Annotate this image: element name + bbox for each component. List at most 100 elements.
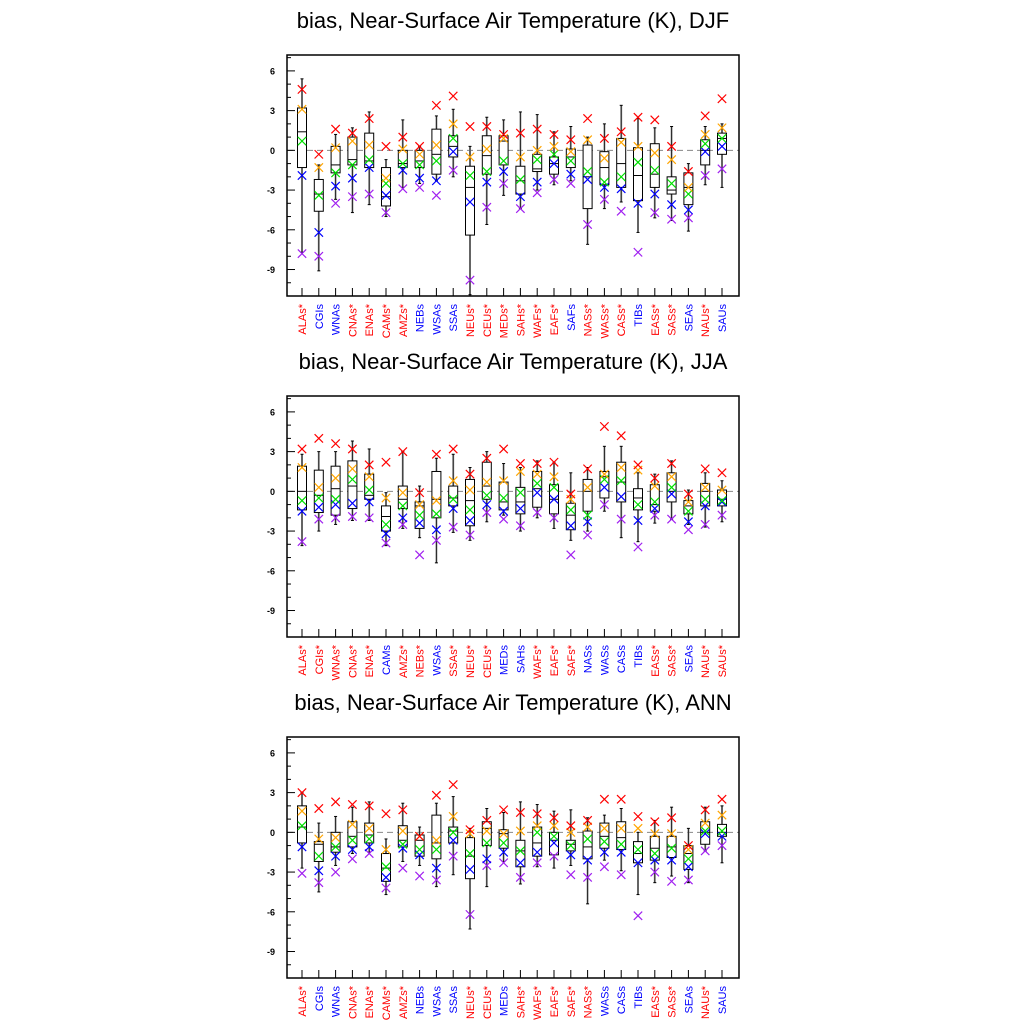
red-x-marker bbox=[666, 813, 677, 823]
red-x-marker bbox=[666, 458, 677, 469]
marker-stroke bbox=[633, 247, 643, 257]
marker-stroke bbox=[616, 514, 626, 524]
marker-stroke bbox=[650, 148, 660, 158]
orange-x-marker bbox=[717, 810, 727, 820]
purple-x-marker bbox=[448, 522, 458, 532]
y-tick-label: 0 bbox=[270, 487, 275, 497]
marker-stroke bbox=[431, 525, 442, 535]
box-EASs bbox=[649, 817, 660, 884]
orange-x-marker bbox=[347, 819, 358, 830]
marker-stroke bbox=[330, 867, 341, 877]
box-NASs bbox=[582, 113, 593, 245]
marker-stroke bbox=[330, 842, 341, 852]
marker-stroke bbox=[566, 505, 576, 515]
orange-x-marker bbox=[616, 462, 626, 473]
blue-x-marker bbox=[398, 165, 408, 175]
marker-stroke bbox=[465, 864, 475, 875]
blue-x-marker bbox=[650, 503, 660, 514]
marker-stroke bbox=[700, 147, 710, 157]
green-x-marker bbox=[666, 843, 677, 853]
marker-stroke bbox=[683, 840, 694, 851]
marker-stroke bbox=[717, 164, 727, 174]
box-MEDs bbox=[498, 805, 509, 868]
purple-x-marker bbox=[465, 909, 475, 920]
x-tick-label: CAMs bbox=[381, 645, 393, 675]
purple-x-marker bbox=[431, 875, 442, 885]
marker-stroke bbox=[330, 439, 341, 449]
red-x-marker bbox=[566, 135, 576, 145]
green-x-marker bbox=[398, 501, 408, 511]
box-SEAs bbox=[683, 827, 694, 885]
box-iqr bbox=[465, 165, 475, 236]
green-x-marker bbox=[330, 842, 341, 852]
marker-stroke bbox=[498, 178, 509, 189]
green-x-marker bbox=[532, 827, 542, 837]
marker-stroke bbox=[364, 834, 374, 844]
red-x-marker bbox=[650, 473, 660, 483]
red-x-marker bbox=[398, 446, 408, 457]
marker-stroke bbox=[381, 862, 391, 872]
green-x-marker bbox=[381, 862, 391, 872]
marker-stroke bbox=[549, 141, 559, 151]
box-EAFs bbox=[549, 129, 559, 186]
red-x-marker bbox=[498, 129, 509, 140]
purple-x-marker bbox=[532, 188, 542, 198]
marker-stroke bbox=[650, 473, 660, 483]
box-CAMs bbox=[381, 141, 391, 218]
orange-x-marker bbox=[347, 136, 358, 146]
marker-stroke bbox=[482, 507, 492, 518]
marker-stroke bbox=[683, 497, 694, 507]
marker-stroke bbox=[717, 468, 727, 478]
x-tick-label: MEDs* bbox=[499, 303, 511, 338]
box-ENAs bbox=[364, 448, 375, 523]
marker-stroke bbox=[599, 794, 610, 804]
box-WNAs bbox=[330, 124, 341, 208]
green-x-marker bbox=[364, 485, 374, 495]
green-x-marker bbox=[515, 846, 526, 856]
box-iqr bbox=[397, 149, 408, 169]
marker-stroke bbox=[347, 854, 358, 864]
orange-x-marker bbox=[666, 154, 677, 165]
red-x-marker bbox=[700, 805, 710, 815]
x-tick-label: SASs* bbox=[667, 985, 679, 1018]
box-SAHs bbox=[515, 458, 526, 532]
marker-stroke bbox=[482, 860, 492, 871]
purple-x-marker bbox=[582, 219, 593, 230]
orange-x-marker bbox=[431, 495, 442, 506]
blue-x-marker bbox=[650, 855, 660, 865]
x-tick-label: NEUs* bbox=[465, 985, 477, 1019]
y-tick-label: 6 bbox=[270, 407, 275, 417]
purple-x-marker bbox=[515, 872, 526, 882]
x-tick-label: SEAs bbox=[683, 986, 695, 1014]
green-x-marker bbox=[398, 158, 408, 169]
red-x-marker bbox=[431, 790, 442, 800]
red-x-marker bbox=[599, 794, 610, 804]
marker-stroke bbox=[633, 811, 643, 822]
red-x-marker bbox=[633, 112, 643, 122]
x-tick-label: ALAs* bbox=[297, 303, 309, 334]
box-EAFs bbox=[549, 810, 559, 869]
purple-x-marker bbox=[482, 507, 492, 518]
box-iqr bbox=[431, 128, 442, 175]
marker-stroke bbox=[532, 469, 542, 479]
box-SEAs bbox=[683, 489, 694, 535]
box-CAMs bbox=[381, 809, 391, 896]
blue-x-marker bbox=[633, 858, 643, 868]
box-CEUs bbox=[481, 808, 492, 888]
marker-stroke bbox=[314, 851, 324, 861]
marker-stroke bbox=[582, 530, 593, 540]
box-WSAs bbox=[431, 449, 442, 564]
blue-x-marker bbox=[431, 176, 442, 186]
green-x-marker bbox=[498, 493, 509, 503]
red-x-marker bbox=[364, 460, 374, 470]
orange-x-marker bbox=[650, 148, 660, 158]
marker-stroke bbox=[498, 156, 509, 166]
marker-stroke bbox=[566, 489, 576, 499]
box-iqr bbox=[565, 502, 576, 531]
x-tick-label: SAHs* bbox=[515, 985, 527, 1018]
box-WSAs bbox=[431, 790, 442, 888]
purple-x-marker bbox=[582, 530, 593, 540]
marker-stroke bbox=[314, 482, 324, 492]
marker-stroke bbox=[364, 823, 374, 833]
orange-x-marker bbox=[582, 822, 593, 832]
